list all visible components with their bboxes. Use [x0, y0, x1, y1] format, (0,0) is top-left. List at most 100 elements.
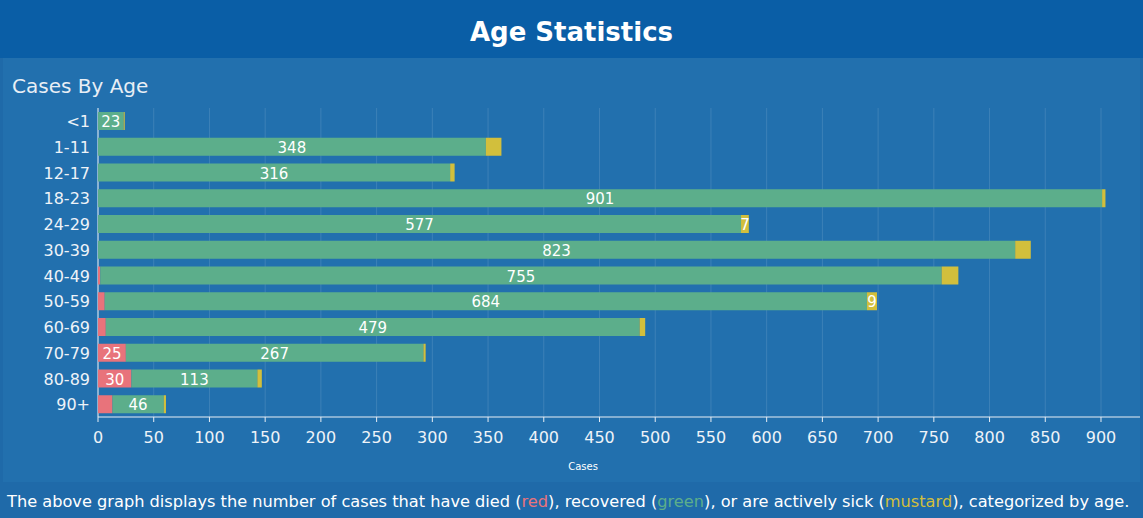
- bar-segment: [98, 215, 741, 233]
- data-label: 267: [260, 345, 289, 363]
- caption-part: ), categorized by age.: [952, 492, 1129, 511]
- caption-part: ), recovered (: [548, 492, 657, 511]
- tick-label: 600: [751, 428, 782, 447]
- tick-label: 900: [1086, 428, 1117, 447]
- tick-label: 300: [417, 428, 448, 447]
- tick-label: 700: [863, 428, 894, 447]
- tick-label: 500: [640, 428, 671, 447]
- bar-segment: [741, 215, 749, 233]
- tick-mark: [432, 417, 433, 422]
- data-label: 46: [129, 396, 148, 414]
- bar-segment: [100, 267, 941, 285]
- grid: [98, 108, 1101, 417]
- data-label: 348: [278, 139, 307, 157]
- tick-mark: [320, 417, 321, 422]
- tick-label: 800: [974, 428, 1005, 447]
- grid-line: [989, 108, 990, 417]
- subtitle: Cases By Age: [12, 74, 148, 98]
- header-band: [0, 0, 1143, 58]
- category-label: 70-79: [44, 344, 91, 363]
- tick-label: 850: [1030, 428, 1061, 447]
- grid-line: [1100, 108, 1101, 417]
- bar-segment: [98, 318, 106, 336]
- tick-label: 50: [144, 428, 164, 447]
- data-label: 901: [586, 190, 615, 208]
- tick-mark: [376, 417, 377, 422]
- tick-mark: [655, 417, 656, 422]
- data-label: 684: [472, 293, 501, 311]
- data-label: 25: [102, 345, 121, 363]
- bar-segment: [98, 395, 112, 413]
- data-label: 479: [358, 319, 387, 337]
- series-name: green: [657, 492, 704, 511]
- data-label: 755: [507, 268, 536, 286]
- category-label: 60-69: [44, 318, 91, 337]
- data-label: 113: [180, 371, 209, 389]
- tick-mark: [543, 417, 544, 422]
- tick-label: 100: [194, 428, 225, 447]
- tick-label: 250: [361, 428, 392, 447]
- bar-segment: [105, 292, 867, 310]
- tick-mark: [153, 417, 154, 422]
- data-label: 316: [260, 165, 289, 183]
- series-name: red: [522, 492, 549, 511]
- category-label: 24-29: [44, 215, 91, 234]
- bar-segment: [98, 370, 131, 388]
- bar-segment: [126, 344, 424, 362]
- tick-label: 400: [529, 428, 560, 447]
- bar-segment: [1015, 241, 1031, 259]
- tick-mark: [878, 417, 879, 422]
- bar-segment: [164, 395, 166, 413]
- bar-segment: [640, 318, 646, 336]
- category-label: 18-23: [44, 189, 91, 208]
- bar-segment: [98, 164, 450, 182]
- tick-mark: [989, 417, 990, 422]
- tick-label: 650: [807, 428, 838, 447]
- category-label: 1-11: [54, 138, 90, 157]
- bar-segment: [98, 189, 1102, 207]
- bar-segment: [98, 112, 124, 130]
- tick-label: 0: [93, 428, 103, 447]
- grid-line: [543, 108, 544, 417]
- caption-part: ), or are actively sick (: [704, 492, 885, 511]
- data-label: 9: [867, 293, 877, 311]
- data-label: 577: [405, 216, 434, 234]
- tick-mark: [766, 417, 767, 422]
- tick-label: 450: [584, 428, 615, 447]
- data-labels: 2530233483169015778237556844792671134679: [101, 113, 876, 414]
- caption: The above graph displays the number of c…: [6, 492, 1129, 511]
- tick-mark: [1045, 417, 1046, 422]
- category-label: 12-17: [44, 164, 91, 183]
- category-label: 90+: [56, 395, 90, 414]
- tick-mark: [265, 417, 266, 422]
- tick-label: 200: [306, 428, 337, 447]
- tick-mark: [822, 417, 823, 422]
- grid-line: [1045, 108, 1046, 417]
- series-name: mustard: [885, 492, 952, 511]
- tick-label: 350: [473, 428, 504, 447]
- bar-segment: [257, 370, 261, 388]
- tick-mark: [599, 417, 600, 422]
- grid-line: [599, 108, 600, 417]
- background: [0, 0, 1143, 518]
- grid-line: [766, 108, 767, 417]
- bar-segment: [1102, 189, 1105, 207]
- tick-mark: [98, 417, 99, 422]
- grid-line: [822, 108, 823, 417]
- tick-label: 150: [250, 428, 281, 447]
- bar-segment: [486, 138, 502, 156]
- title: Age Statistics: [470, 17, 673, 47]
- category-label: 80-89: [44, 370, 91, 389]
- x-axis-label: Cases: [568, 461, 598, 472]
- chart: Age Statistics Cases By Age 0 50 100 150 200 25…: [0, 0, 1143, 518]
- bar-segment: [112, 395, 163, 413]
- bars: [98, 112, 1105, 413]
- tick-mark: [1100, 417, 1101, 422]
- tick-mark: [209, 417, 210, 422]
- bar-segment: [98, 292, 105, 310]
- category-label: <1: [66, 112, 90, 131]
- bar-segment: [450, 164, 454, 182]
- category-label: 40-49: [44, 267, 91, 286]
- data-label: 23: [101, 113, 120, 131]
- grid-line: [933, 108, 934, 417]
